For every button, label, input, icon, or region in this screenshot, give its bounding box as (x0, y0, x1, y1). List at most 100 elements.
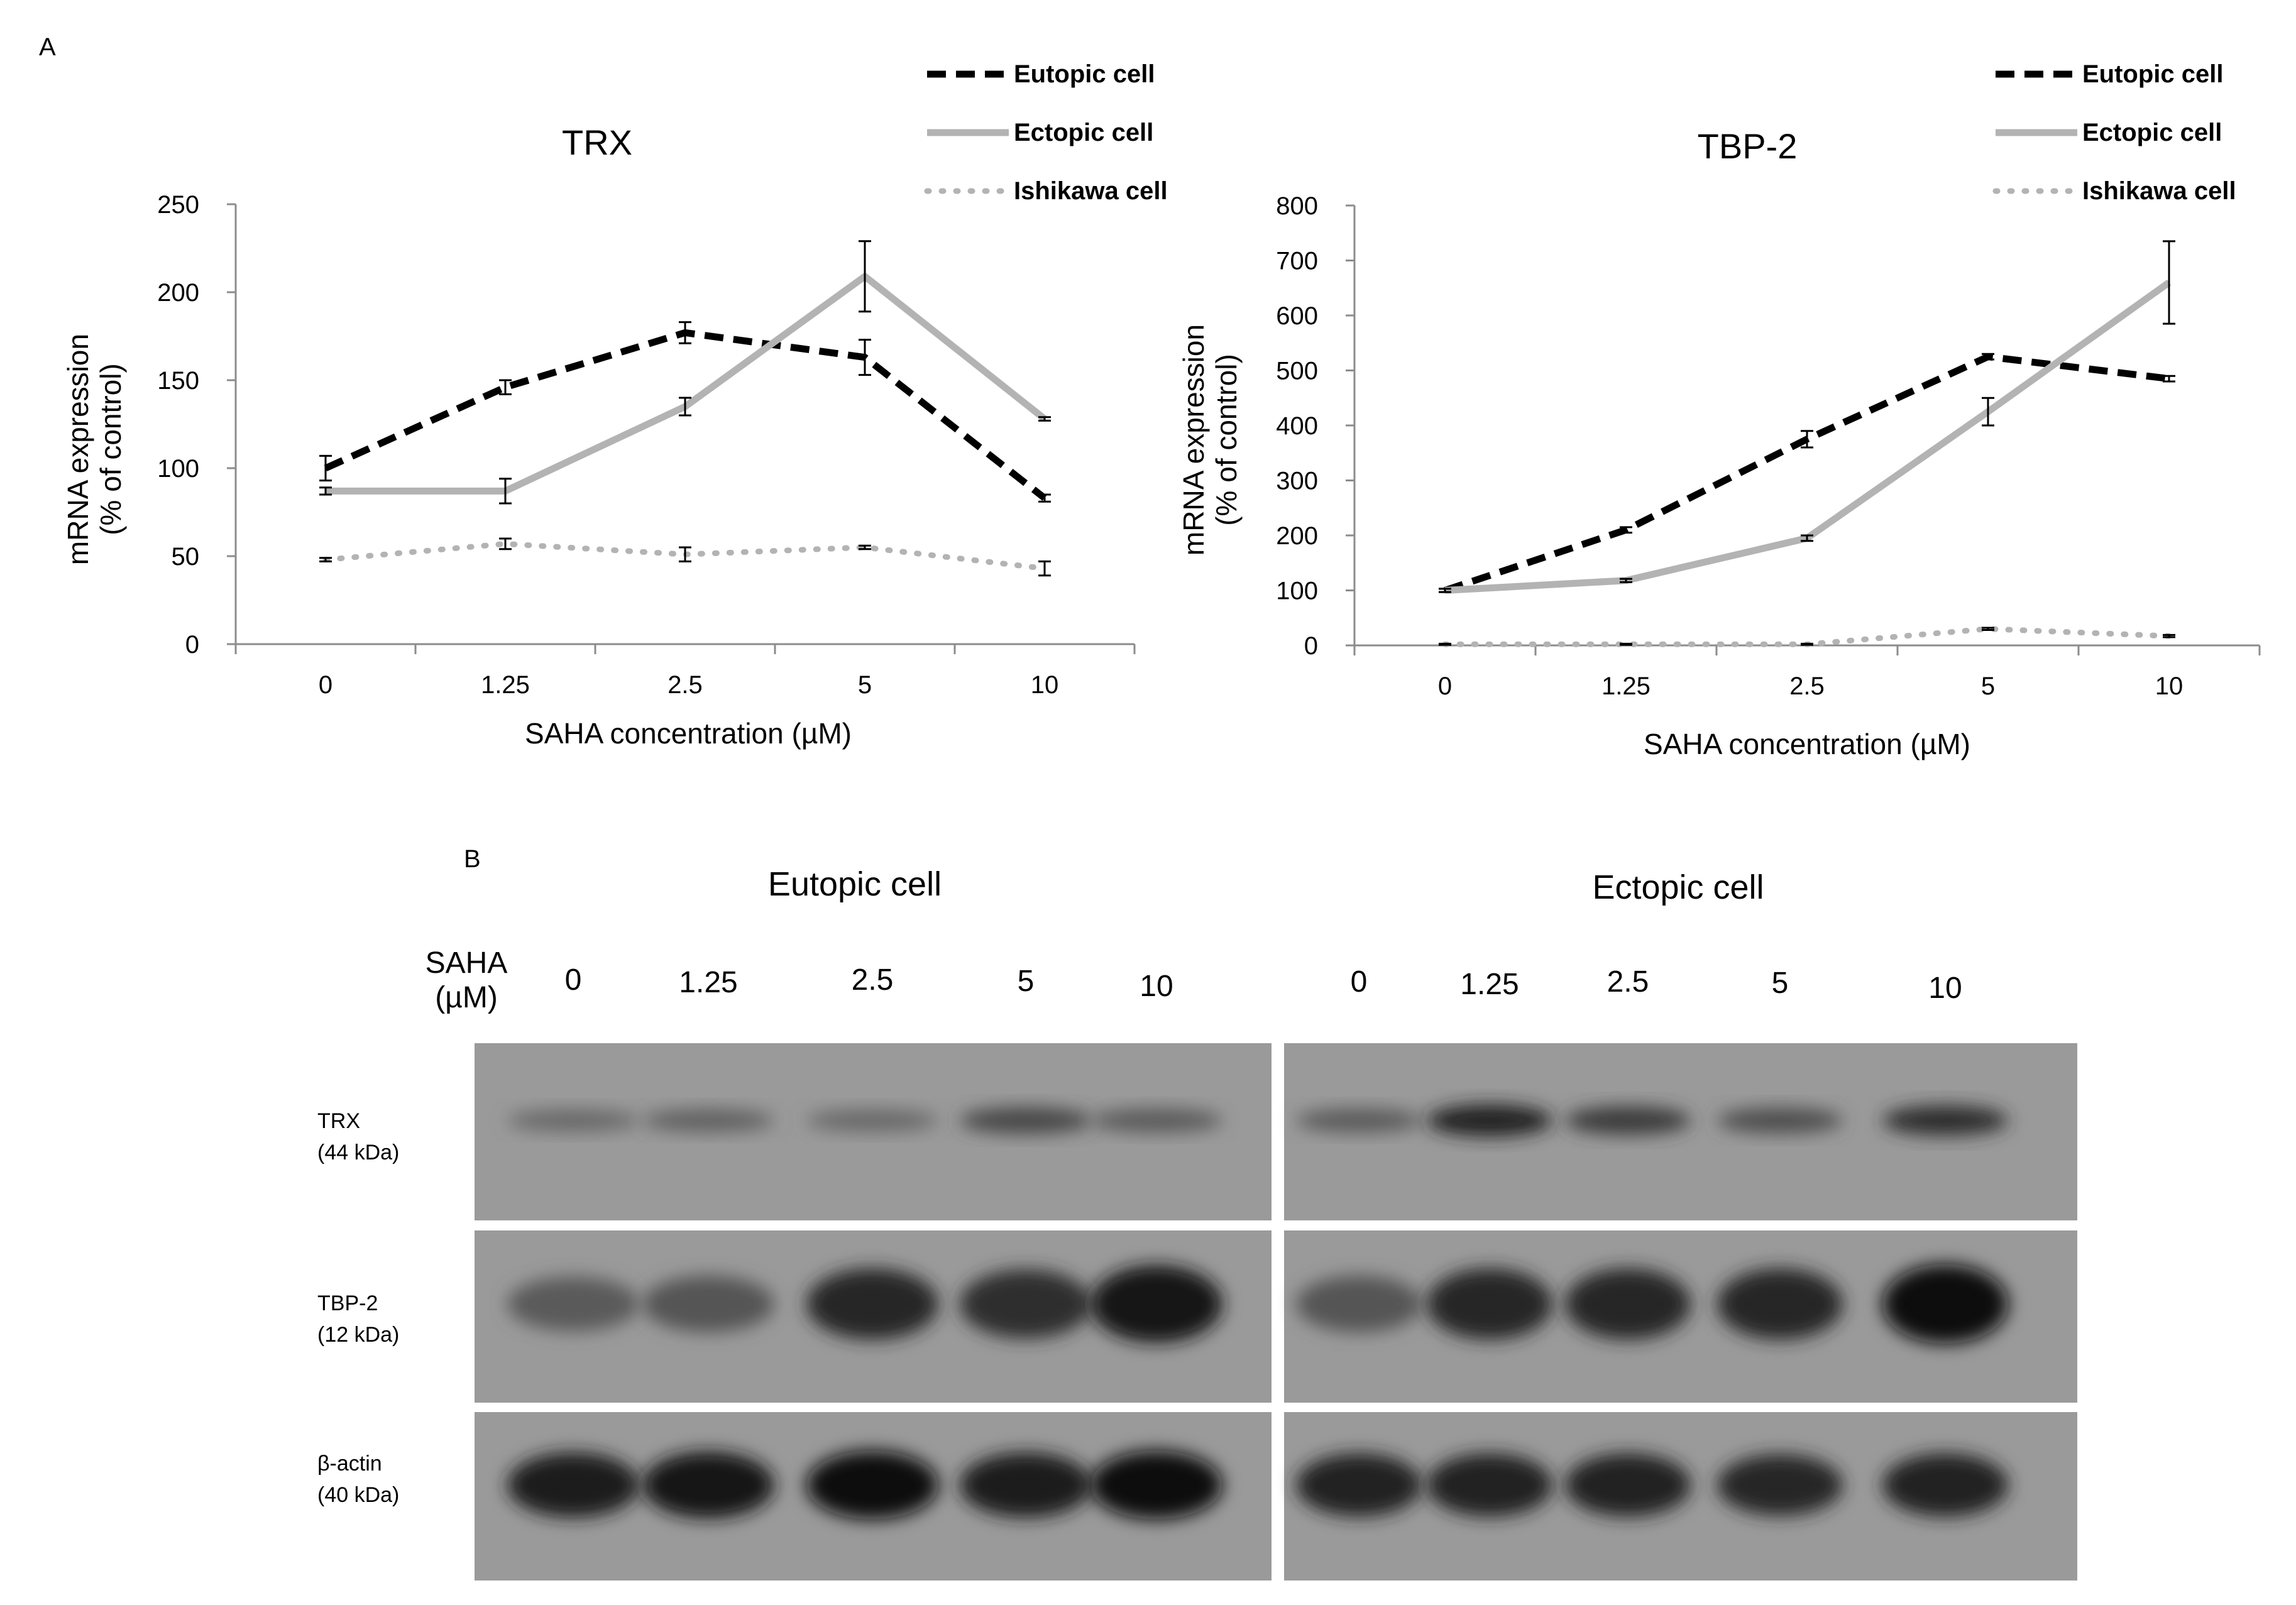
y-tick-label: 100 (1276, 578, 1318, 605)
error-bar (679, 397, 691, 417)
tbp2-line-chart: TBP-2 mRNA expression (% of control) SAH… (1177, 60, 2261, 760)
legend-label: Eutopic cell (1014, 60, 1155, 88)
ectopic-lane-label: 2.5 (1607, 965, 1649, 999)
y-tick-label: 150 (157, 367, 199, 395)
blot-band (1427, 1268, 1552, 1340)
error-bar (1620, 642, 1632, 646)
blot-band (1090, 1265, 1222, 1343)
blot-strip (475, 1043, 1272, 1220)
error-bar (1038, 493, 1051, 503)
trx-chart-title: TRX (562, 123, 632, 162)
error-bar (1801, 642, 1813, 646)
blot-band (1090, 1109, 1222, 1132)
error-bar (1801, 534, 1813, 542)
saha-label-line1: SAHA (426, 946, 508, 980)
tbp2-chart-title: TBP-2 (1698, 126, 1798, 166)
blot-strip (1284, 1230, 2077, 1403)
legend-label: Ectopic cell (2082, 119, 2222, 146)
eutopic-lane-label: 10 (1140, 970, 1173, 1003)
tbp2-y-axis-label-line1: mRNA expression (1177, 324, 1210, 556)
blot-band (1565, 1106, 1691, 1135)
blot-band (507, 1452, 639, 1518)
trx-line-chart: TRX mRNA expression (% of control) SAHA … (62, 60, 1168, 750)
x-tick-label: 0 (1438, 672, 1452, 700)
blot-band (642, 1109, 774, 1132)
y-tick-label: 50 (172, 543, 200, 571)
blot-band (1717, 1268, 1843, 1340)
legend-label: Ectopic cell (1014, 119, 1153, 146)
blot-band (642, 1451, 774, 1519)
y-tick-label: 200 (1276, 522, 1318, 550)
legend-entry: Ectopic cell (1996, 119, 2222, 146)
error-bar (1982, 353, 1994, 361)
x-tick-label: 2.5 (1789, 672, 1825, 700)
blot-band (806, 1109, 938, 1132)
x-tick-label: 10 (2155, 672, 2183, 700)
blot-band (1882, 1264, 2008, 1344)
ectopic-lane-label: 1.25 (1460, 968, 1519, 1001)
blot-strip (1284, 1412, 2077, 1580)
error-bar (679, 546, 691, 562)
blot-strip (475, 1230, 1272, 1403)
trx-y-axis-label-line2: (% of control) (94, 363, 127, 535)
western-blot-panel: Eutopic cell Ectopic cell SAHA (µM) 0 1.2… (317, 865, 2077, 1580)
trx-y-axis-label-line1: mRNA expression (62, 334, 94, 565)
error-bar (319, 454, 332, 482)
y-tick-label: 800 (1276, 192, 1318, 220)
y-tick-label: 0 (185, 631, 199, 659)
blot-band (507, 1276, 639, 1332)
blot-band (806, 1450, 938, 1520)
series-line-eutopic-cell (1444, 353, 2170, 594)
blot-band (1427, 1453, 1552, 1517)
x-tick-label: 0 (319, 671, 332, 699)
y-tick-label: 400 (1276, 412, 1318, 440)
legend-label: Ishikawa cell (2082, 177, 2236, 205)
blot-band (960, 1269, 1092, 1339)
blot-band (1427, 1104, 1552, 1137)
blot-band (1090, 1450, 1222, 1520)
error-bar (1038, 416, 1051, 422)
y-tick-label: 250 (157, 191, 199, 219)
legend-entry: Eutopic cell (1996, 60, 2224, 88)
ectopic-lane-label: 0 (1351, 965, 1368, 999)
eutopic-lane-label: 0 (565, 963, 582, 997)
y-tick-label: 500 (1276, 358, 1318, 385)
x-tick-label: 1.25 (1601, 672, 1651, 700)
y-tick-label: 100 (157, 455, 199, 483)
blot-strip (1284, 1043, 2077, 1220)
y-tick-label: 300 (1276, 468, 1318, 495)
blot-band (806, 1268, 938, 1340)
blot-band (1717, 1454, 1843, 1516)
ectopic-lane-label: 5 (1772, 967, 1789, 1000)
blot-row-label-kda: (44 kDa) (317, 1141, 399, 1164)
error-bar (319, 557, 332, 562)
blot-row-label-kda: (12 kDa) (317, 1323, 399, 1347)
eutopic-group-header: Eutopic cell (768, 865, 942, 903)
error-bar (1439, 642, 1451, 646)
blot-band (1296, 1453, 1422, 1517)
error-bar (2163, 240, 2175, 325)
error-bar (2163, 633, 2175, 638)
error-bar (499, 537, 512, 551)
error-bar (859, 240, 871, 313)
x-tick-label: 5 (1981, 672, 1995, 700)
legend-label: Ishikawa cell (1014, 177, 1168, 205)
tbp2-y-axis-label-line2: (% of control) (1210, 354, 1243, 526)
error-bar (2163, 375, 2175, 383)
blot-band (1296, 1275, 1422, 1333)
error-bar (1801, 430, 1813, 449)
error-bar (1982, 627, 1994, 631)
error-bar (859, 339, 871, 376)
x-tick-label: 1.25 (481, 671, 530, 699)
x-tick-label: 5 (858, 671, 872, 699)
panel-a-label: A (39, 33, 56, 61)
saha-label-line2: (µM) (435, 981, 498, 1014)
error-bar (319, 486, 332, 496)
series-line-ishikawa-cell (1442, 626, 2172, 647)
eutopic-lane-label: 1.25 (679, 966, 737, 999)
blot-strip (475, 1412, 1272, 1580)
error-bar (1982, 397, 1994, 427)
x-tick-label: 2.5 (667, 671, 703, 699)
error-bar (859, 544, 871, 551)
blot-band (1296, 1109, 1422, 1132)
